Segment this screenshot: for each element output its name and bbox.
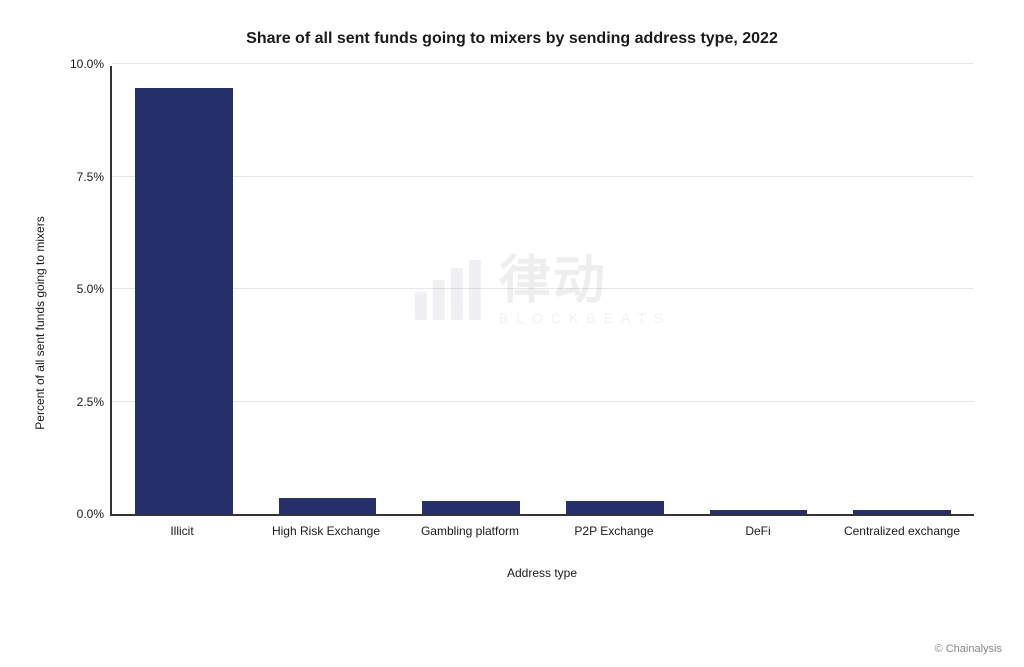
bar bbox=[710, 510, 808, 514]
y-tick-label: 0.0% bbox=[77, 507, 112, 521]
y-tick-label: 7.5% bbox=[77, 170, 112, 184]
x-axis-labels: IllicitHigh Risk ExchangeGambling platfo… bbox=[110, 524, 974, 538]
x-axis-title: Address type bbox=[110, 566, 974, 580]
bar-slot bbox=[687, 66, 831, 514]
bar bbox=[566, 501, 664, 514]
bar-slot bbox=[256, 66, 400, 514]
x-tick-label: Gambling platform bbox=[398, 524, 542, 538]
bar-slot bbox=[112, 66, 256, 514]
bar-slot bbox=[543, 66, 687, 514]
bar bbox=[135, 88, 233, 514]
y-tick-label: 10.0% bbox=[70, 57, 112, 71]
chart-container: Share of all sent funds going to mixers … bbox=[0, 0, 1024, 667]
plot-area: 律动 BLOCKBEATS 0.0%2.5%5.0%7.5%10.0% bbox=[110, 66, 974, 516]
x-tick-label: DeFi bbox=[686, 524, 830, 538]
chart-title: Share of all sent funds going to mixers … bbox=[20, 30, 1004, 48]
y-tick-label: 2.5% bbox=[77, 395, 112, 409]
grid-line bbox=[112, 63, 974, 64]
bar bbox=[853, 510, 951, 514]
bars-row bbox=[112, 66, 974, 514]
plot-zone: Percent of all sent funds going to mixer… bbox=[110, 66, 974, 580]
attribution: © Chainalysis bbox=[935, 643, 1002, 655]
y-tick-label: 5.0% bbox=[77, 282, 112, 296]
bar bbox=[422, 501, 520, 514]
x-tick-label: Centralized exchange bbox=[830, 524, 974, 538]
y-axis-title: Percent of all sent funds going to mixer… bbox=[33, 216, 47, 429]
x-tick-label: High Risk Exchange bbox=[254, 524, 398, 538]
x-tick-label: P2P Exchange bbox=[542, 524, 686, 538]
bar-slot bbox=[399, 66, 543, 514]
bar-slot bbox=[830, 66, 974, 514]
x-tick-label: Illicit bbox=[110, 524, 254, 538]
bar bbox=[279, 498, 377, 514]
